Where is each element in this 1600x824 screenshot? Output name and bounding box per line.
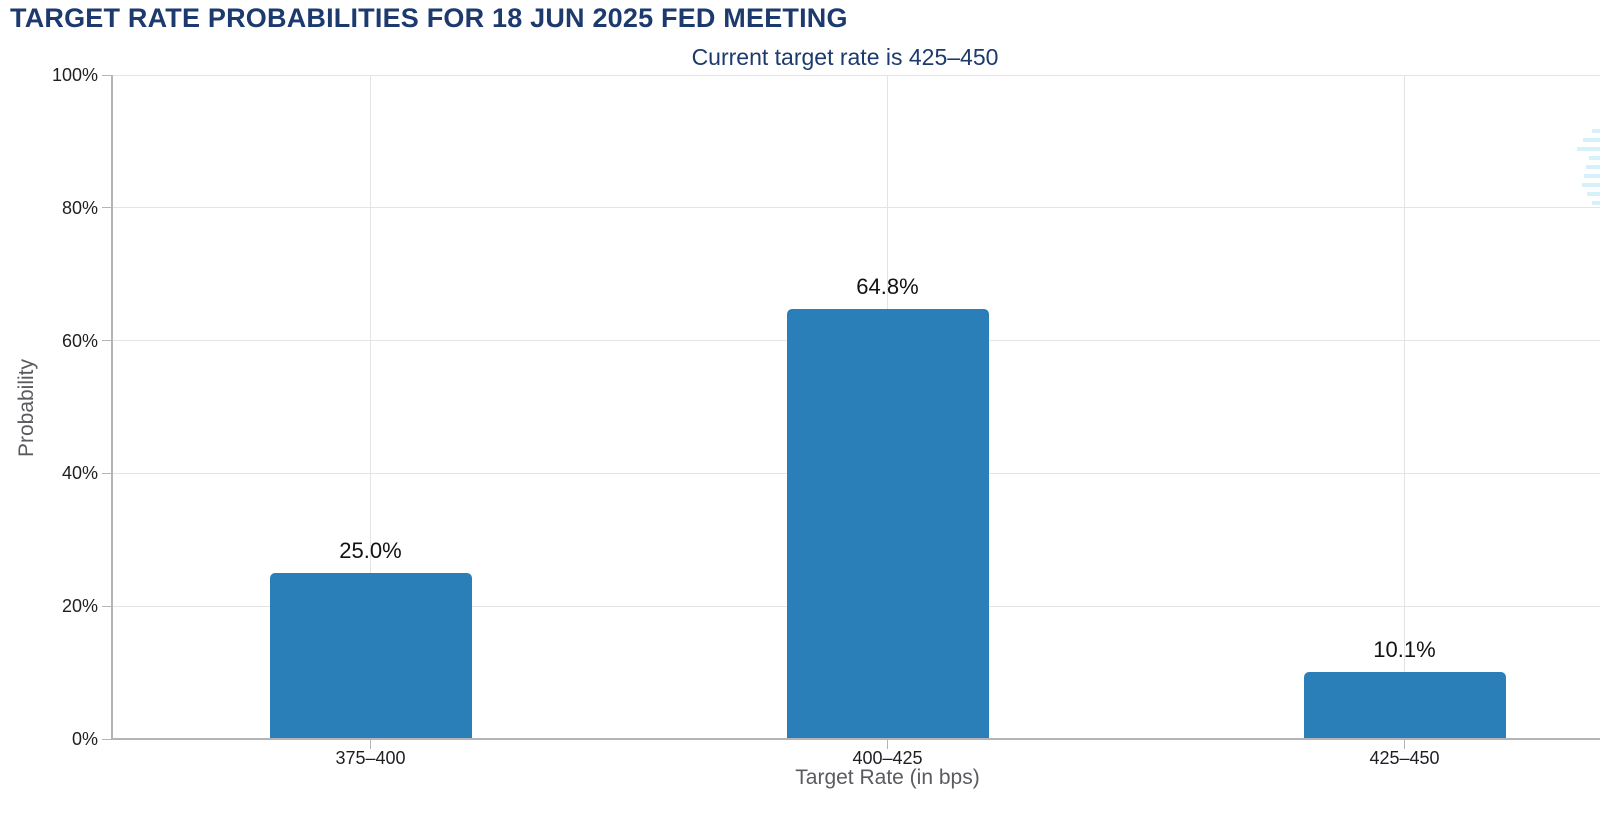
y-tick-mark [102, 472, 112, 474]
y-tick-label: 100% [51, 65, 98, 85]
watermark-stripe [1577, 147, 1600, 151]
bar-value-label: 25.0% [339, 538, 402, 563]
x-tick-mark [887, 739, 888, 749]
y-tick-label: 0% [71, 729, 98, 749]
probability-bar[interactable] [269, 573, 472, 739]
y-tick-label: 60% [61, 330, 98, 351]
x-gridline [370, 75, 371, 739]
watermark-stripe [1592, 129, 1600, 133]
x-axis-title: Target Rate (in bps) [795, 766, 980, 789]
y-tick-label: 80% [61, 197, 98, 218]
x-gridline [1404, 75, 1405, 739]
y-gridline [112, 207, 1600, 209]
probability-bar[interactable] [786, 308, 989, 739]
y-tick-mark [102, 207, 112, 209]
probability-bar[interactable] [1303, 671, 1506, 739]
x-tick-label: 425–450 [1369, 748, 1440, 768]
y-axis-line [111, 75, 113, 739]
y-tick-label: 40% [61, 463, 98, 484]
y-tick-mark [102, 74, 112, 76]
y-tick-mark [102, 340, 112, 342]
watermark-logo [1574, 129, 1600, 210]
bar-value-label: 10.1% [1373, 636, 1436, 662]
watermark-stripe [1584, 174, 1600, 178]
y-gridline [112, 74, 1600, 76]
y-tick-label: 20% [61, 596, 98, 617]
watermark-stripe [1592, 201, 1600, 205]
x-tick-label: 375–400 [335, 748, 406, 768]
x-tick-label: 400–425 [852, 748, 923, 768]
chart-subtitle: Current target rate is 425–450 [691, 44, 999, 70]
x-tick-mark [1404, 739, 1405, 749]
x-axis-line [111, 738, 1600, 740]
y-tick-mark [102, 738, 112, 740]
watermark-stripe [1583, 138, 1600, 142]
bar-value-label: 64.8% [856, 273, 919, 299]
watermark-stripe [1586, 165, 1600, 169]
watermark-stripe [1589, 156, 1600, 160]
watermark-stripe [1587, 192, 1600, 196]
x-tick-mark [370, 739, 371, 749]
watermark-stripe [1582, 183, 1600, 187]
y-axis-title: Probability [15, 358, 38, 458]
y-tick-mark [102, 605, 112, 607]
chart-title: TARGET RATE PROBABILITIES FOR 18 JUN 202… [10, 3, 848, 33]
